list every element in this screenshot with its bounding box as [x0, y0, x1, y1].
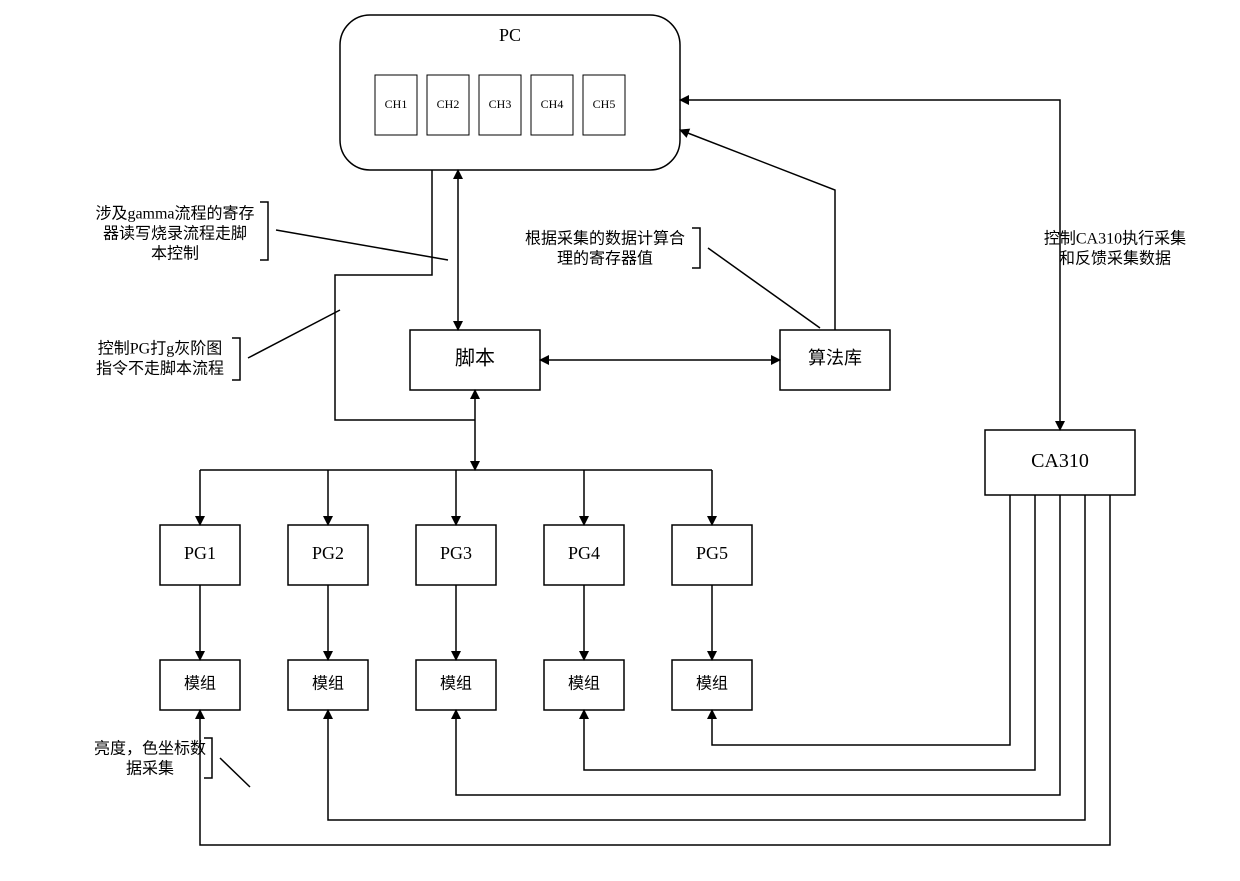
- pc-channel-label-ch3: CH3: [489, 97, 512, 111]
- pg3-label: PG3: [440, 543, 472, 563]
- algolib-label: 算法库: [808, 348, 862, 368]
- pg5-label: PG5: [696, 543, 728, 563]
- annot-a5-0: 亮度，色坐标数: [94, 740, 206, 758]
- pc-channel-label-ch1: CH1: [385, 97, 408, 111]
- annot-a3-0: 根据采集的数据计算合: [525, 229, 685, 248]
- m1-label: 模组: [184, 675, 216, 693]
- pc-channel-label-ch5: CH5: [593, 97, 616, 111]
- ca310-label: CA310: [1031, 450, 1089, 472]
- annot-a1-2: 本控制: [151, 245, 199, 263]
- pc-channel-label-ch4: CH4: [541, 97, 564, 111]
- pc-channel-label-ch2: CH2: [437, 97, 460, 111]
- pg1-label: PG1: [184, 543, 216, 563]
- annot-a3-1: 理的寄存器值: [557, 250, 653, 268]
- annot-a2-1: 指令不走脚本流程: [96, 360, 224, 378]
- annot-a1-0: 涉及gamma流程的寄存: [95, 205, 254, 223]
- script-label: 脚本: [455, 347, 495, 370]
- pg4-label: PG4: [568, 543, 600, 563]
- m5-label: 模组: [696, 675, 728, 693]
- annot-a4-1: 和反馈采集数据: [1059, 250, 1171, 268]
- m2-label: 模组: [312, 675, 344, 693]
- annot-a4-0: 控制CA310执行采集: [1044, 230, 1186, 248]
- annot-a5-1: 据采集: [126, 760, 174, 778]
- m3-label: 模组: [440, 675, 472, 693]
- annot-a2-0: 控制PG打g灰阶图: [98, 340, 222, 358]
- pc-title: PC: [499, 25, 521, 45]
- m4-label: 模组: [568, 675, 600, 693]
- annot-a1-1: 器读写烧录流程走脚: [103, 225, 247, 243]
- pg2-label: PG2: [312, 543, 344, 563]
